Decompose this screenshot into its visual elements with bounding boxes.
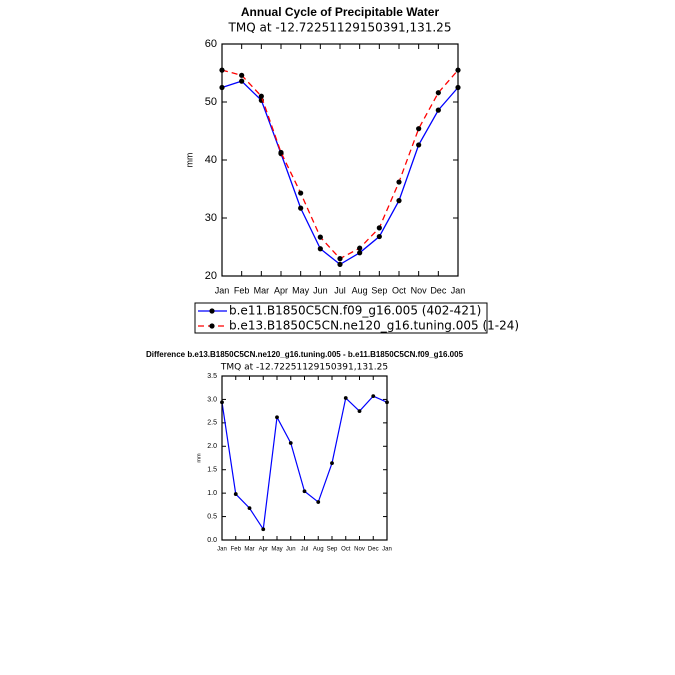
series-line xyxy=(221,69,459,260)
data-point xyxy=(396,198,402,204)
legend-marker xyxy=(209,323,215,329)
x-tick-label: Feb xyxy=(231,547,242,553)
x-tick-label: Nov xyxy=(411,285,428,295)
x-tick-label: Apr xyxy=(259,547,268,553)
data-point xyxy=(298,205,304,211)
x-tick-label: Jul xyxy=(301,547,309,553)
chart-title: Annual Cycle of Precipitable Water xyxy=(241,5,440,19)
x-tick-label: Nov xyxy=(354,547,365,553)
plot-frame xyxy=(221,43,459,277)
chart-title: Difference b.e13.B1850C5CN.ne120_g16.tun… xyxy=(146,350,464,359)
data-point xyxy=(435,107,441,113)
data-point xyxy=(298,190,304,196)
data-point xyxy=(376,233,382,240)
x-tick-label: Jan xyxy=(215,285,230,295)
data-point xyxy=(233,492,238,496)
data-point xyxy=(416,126,422,132)
data-point xyxy=(396,179,402,185)
x-tick-label: Sep xyxy=(371,285,387,295)
x-tick-label: May xyxy=(292,285,310,295)
y-tick-label: 20 xyxy=(205,270,217,282)
data-point xyxy=(343,396,348,400)
x-tick-label: Jan xyxy=(451,285,466,295)
y-tick-label: 60 xyxy=(205,38,217,50)
x-tick-label: Jun xyxy=(286,547,296,553)
x-tick-label: Feb xyxy=(234,285,250,295)
series-line xyxy=(221,80,459,266)
chart-subtitle: TMQ at -12.72251129150391,131.25 xyxy=(220,363,388,373)
x-tick-label: Oct xyxy=(341,547,351,553)
data-point xyxy=(278,149,284,156)
x-tick-label: Aug xyxy=(313,547,324,553)
x-tick-label: Dec xyxy=(430,285,447,295)
y-axis-label: mm xyxy=(196,453,202,463)
data-point xyxy=(302,489,307,494)
x-tick-label: Jan xyxy=(217,547,227,553)
x-tick-label: Jun xyxy=(313,285,328,295)
data-point xyxy=(239,78,245,84)
data-point xyxy=(376,225,382,231)
x-tick-label: Aug xyxy=(352,285,368,295)
x-tick-label: Jul xyxy=(334,285,346,295)
plot-frame xyxy=(221,375,388,541)
y-tick-label: 1.0 xyxy=(207,490,217,497)
legend-box xyxy=(194,302,488,334)
x-tick-label: May xyxy=(271,547,282,553)
data-point xyxy=(316,500,321,504)
y-tick-label: 2.5 xyxy=(207,420,217,427)
series-line xyxy=(221,395,388,531)
legend-label: b.e13.B1850C5CN.ne120_g16.tuning.005 (1-… xyxy=(229,319,519,333)
data-point xyxy=(275,415,279,420)
x-tick-label: Jan xyxy=(382,547,392,553)
data-point xyxy=(258,93,264,99)
x-tick-label: Mar xyxy=(244,547,254,553)
data-point xyxy=(435,90,441,96)
data-point xyxy=(416,142,422,148)
y-tick-label: 3.5 xyxy=(207,373,217,380)
x-tick-label: Dec xyxy=(368,547,379,553)
data-point xyxy=(317,234,323,240)
data-point xyxy=(371,394,376,399)
y-tick-label: 50 xyxy=(205,96,217,108)
data-point xyxy=(337,261,343,267)
y-tick-label: 40 xyxy=(205,154,217,166)
data-point xyxy=(261,527,266,532)
x-tick-label: Mar xyxy=(254,285,270,295)
y-tick-label: 0.0 xyxy=(207,537,217,544)
data-point xyxy=(330,461,334,466)
x-tick-label: Apr xyxy=(274,285,288,295)
data-point xyxy=(357,409,362,414)
data-point xyxy=(317,246,323,252)
chart-subtitle: TMQ at -12.72251129150391,131.25 xyxy=(228,21,452,35)
x-tick-label: Sep xyxy=(327,547,338,553)
data-point xyxy=(239,72,245,78)
legend-marker xyxy=(209,308,215,314)
data-point xyxy=(357,245,363,251)
y-tick-label: 3.0 xyxy=(207,396,217,403)
data-point xyxy=(357,250,363,256)
data-point xyxy=(247,506,252,511)
data-point xyxy=(288,441,293,445)
data-point xyxy=(337,256,343,262)
y-tick-label: 0.5 xyxy=(207,513,217,520)
legend-label: b.e11.B1850C5CN.f09_g16.005 (402-421) xyxy=(229,304,481,318)
y-tick-label: 1.5 xyxy=(207,467,217,474)
y-tick-label: 2.0 xyxy=(207,443,217,450)
y-axis-label: mm xyxy=(184,153,194,168)
y-tick-label: 30 xyxy=(205,212,217,224)
x-tick-label: Oct xyxy=(392,285,407,295)
